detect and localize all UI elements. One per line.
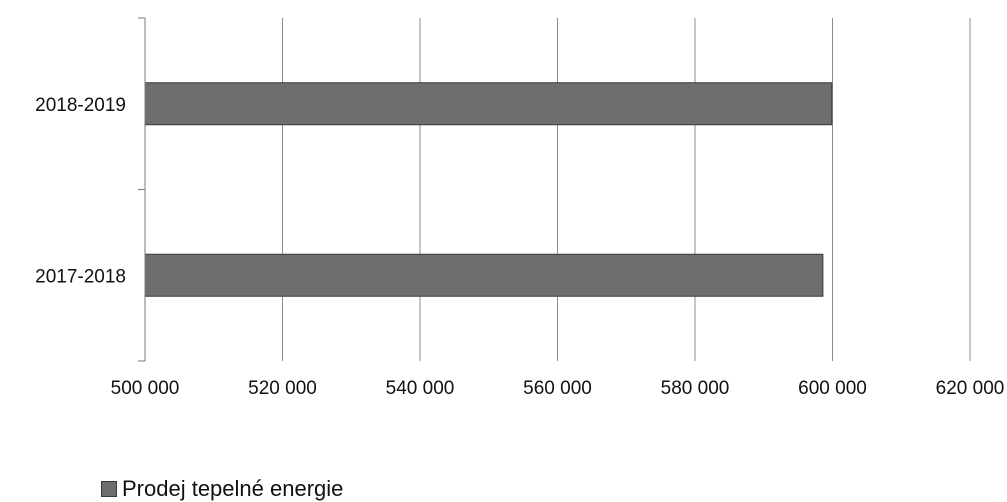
gridlines	[282, 18, 971, 361]
bar	[144, 253, 824, 297]
legend-swatch	[101, 481, 117, 497]
y-category-label: 2017-2018	[35, 266, 126, 287]
legend-label: Prodej tepelné energie	[122, 476, 344, 501]
y-category-label: 2018-2019	[35, 95, 126, 116]
x-tick-label: 520 000	[248, 378, 317, 399]
x-tick-label: 600 000	[798, 378, 867, 399]
x-tick-label: 560 000	[523, 378, 592, 399]
x-tick-label: 500 000	[111, 378, 180, 399]
x-tick-label: 620 000	[936, 378, 1005, 399]
x-tick-label: 540 000	[386, 378, 455, 399]
bars	[144, 82, 833, 297]
x-tick-label: 580 000	[661, 378, 730, 399]
bar	[144, 82, 833, 126]
legend: Prodej tepelné energie	[101, 476, 343, 502]
tick-labels: 500 000 520 000 540 000 560 000 580 000 600 0…	[35, 95, 1004, 399]
axes	[138, 17, 146, 362]
